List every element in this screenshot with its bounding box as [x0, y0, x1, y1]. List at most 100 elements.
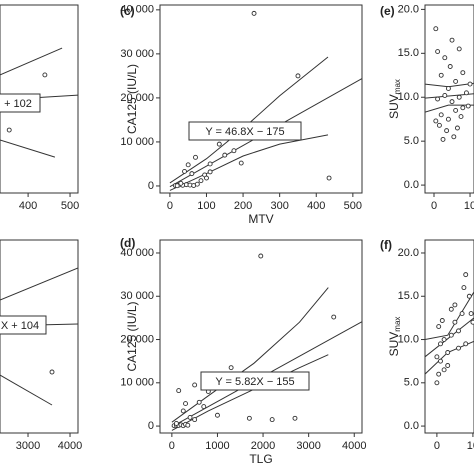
data-point: [192, 382, 198, 388]
data-point: [436, 324, 442, 329]
y-axis-label: SUVmax: [387, 317, 402, 357]
data-point: [178, 180, 184, 186]
data-point: [453, 78, 459, 84]
y-tick-label: 10 000: [120, 136, 154, 148]
y-tick-label: 20 000: [120, 92, 154, 104]
data-point: [433, 118, 439, 124]
data-point: [436, 122, 442, 128]
data-point: [185, 422, 191, 428]
plot-frame: [0, 239, 79, 434]
y-axis-label-main: CA125 (IU/L): [125, 64, 139, 134]
data-point: [238, 160, 244, 166]
data-point: [204, 175, 209, 181]
data-point: [456, 328, 461, 334]
y-tick-label: 40 000: [120, 247, 154, 259]
data-point: [185, 162, 191, 168]
data-point: [258, 253, 264, 259]
x-axis-label: MTV: [248, 212, 273, 226]
x-tick-label: 500: [61, 200, 79, 212]
data-point: [445, 363, 451, 368]
data-point: [215, 412, 220, 418]
data-point: [452, 319, 458, 325]
regression-line: [171, 287, 329, 423]
data-point: [468, 311, 474, 317]
y-axis-label: CA125 (IU/L): [125, 64, 139, 134]
regression-line: [0, 47, 63, 76]
y-tick-label: 30 000: [120, 48, 154, 60]
regression-line: [169, 134, 329, 191]
data-point: [454, 125, 460, 131]
y-axis-label-sub: max: [393, 317, 402, 332]
data-point: [445, 86, 451, 91]
y-tick-label: 10.0: [398, 91, 419, 103]
data-point: [461, 285, 467, 291]
panel-label: (d): [120, 236, 135, 250]
y-axis-label: CA125 (IU/L): [125, 301, 139, 371]
data-point: [269, 417, 275, 423]
regression-line: [0, 374, 53, 406]
data-point: [326, 175, 332, 181]
data-point: [295, 73, 301, 79]
y-tick-label: 10.0: [398, 333, 419, 345]
x-tick-label: 10: [467, 440, 474, 452]
x-tick-label: 0: [169, 440, 175, 452]
data-point: [441, 367, 447, 373]
regression-line: [0, 267, 78, 301]
data-point: [174, 183, 180, 189]
equation-box: [188, 121, 302, 141]
data-point: [192, 417, 198, 423]
plot-frame: [424, 239, 474, 434]
y-tick-label: 20.0: [398, 247, 419, 259]
y-tick-label: 20.0: [398, 3, 419, 15]
x-tick-label: 500: [344, 200, 362, 212]
data-point: [183, 401, 188, 407]
panel-label: (f): [380, 238, 392, 252]
data-point: [467, 81, 473, 87]
regression-line: [425, 291, 474, 340]
equation: X + 104: [1, 320, 39, 332]
data-point: [196, 399, 202, 405]
y-tick-label: 15.0: [398, 47, 419, 59]
plot-frame: [159, 239, 363, 434]
regression-line: [0, 139, 56, 158]
data-point: [222, 152, 228, 158]
data-point: [251, 10, 257, 16]
data-point: [187, 414, 193, 420]
x-tick-label: 400: [307, 200, 325, 212]
y-axis-label-main: SUV: [387, 94, 401, 119]
y-tick-label: 10 000: [120, 377, 154, 389]
y-tick-label: 0.0: [404, 420, 419, 432]
y-tick-label: 40 000: [120, 4, 154, 16]
panel: 0 1000 2000 3000 4000 0 10 000 20 000 30 000 40 0…: [120, 236, 366, 466]
data-point: [463, 272, 469, 278]
data-point: [442, 93, 448, 98]
panel: 0 100 200 300 400 500 0 10 000 20 000 30 000 40 00…: [120, 4, 363, 226]
data-point: [465, 103, 471, 109]
y-tick-label: 30 000: [120, 290, 154, 302]
y-tick-label: 15.0: [398, 290, 419, 302]
data-point: [448, 332, 454, 338]
plot-frame: [159, 4, 363, 194]
x-axis-label: TLG: [249, 452, 272, 466]
equation-box: [0, 93, 41, 113]
regression-line: [425, 104, 474, 113]
data-point: [6, 127, 12, 133]
data-point: [470, 319, 474, 325]
panel: 0 10 0.0 5.0 10.0 15.0 20.0 (f) SUVmax: [380, 238, 474, 452]
x-tick-label: 3000: [16, 440, 40, 452]
data-point: [207, 169, 213, 175]
regression-line: [425, 317, 474, 358]
data-point: [42, 72, 48, 78]
y-tick-label: 0: [148, 420, 154, 432]
data-point: [444, 128, 450, 134]
data-point: [452, 302, 458, 308]
panel: 0 10 0.0 5.0 10.0 15.0 20.0(e) SUVmax: [380, 3, 474, 212]
y-tick-label: 5.0: [404, 377, 419, 389]
data-point: [449, 37, 455, 43]
x-tick-label: 0: [434, 440, 440, 452]
x-tick-label: 100: [197, 200, 215, 212]
data-point: [441, 337, 447, 342]
data-point: [198, 178, 204, 184]
data-point: [440, 136, 446, 142]
